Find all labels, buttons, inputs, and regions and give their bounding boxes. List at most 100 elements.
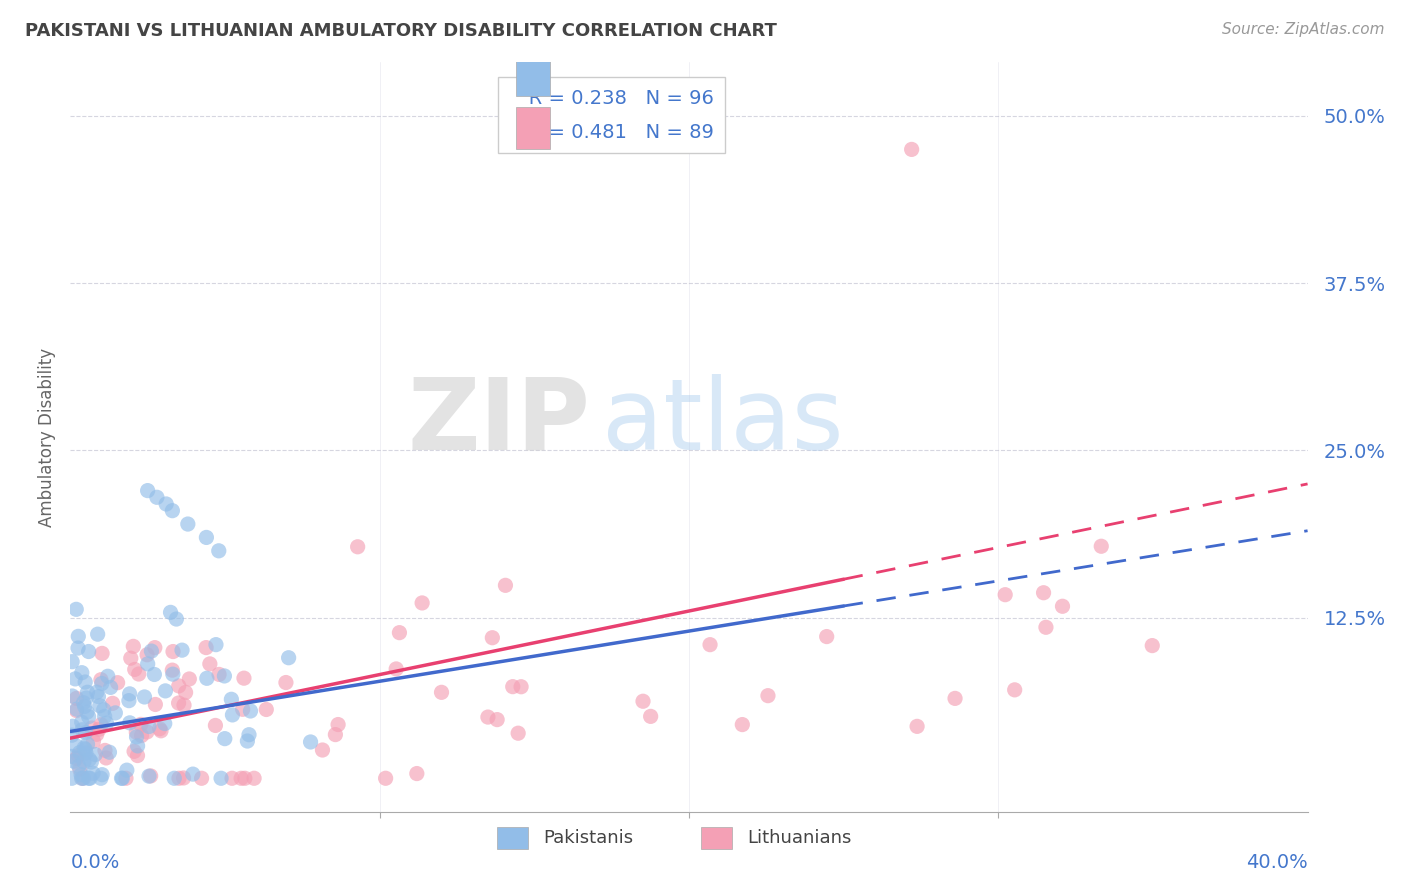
Point [70,665,93,680]
Point [65,691,87,706]
Point [325,728,347,742]
FancyBboxPatch shape [516,55,550,96]
Point [73,755,96,769]
Point [510,680,533,694]
Point [89,698,111,713]
Point [70,767,93,781]
Point [128,667,150,681]
Point [60,771,83,786]
Point [149,723,172,738]
Point [110,771,132,786]
Point [243,771,266,786]
Point [254,702,277,716]
Point [69,762,91,776]
Point [232,702,254,716]
Point [91,647,114,661]
Point [153,716,176,731]
Point [640,709,662,723]
Point [107,675,129,690]
Point [162,503,184,517]
Point [208,667,231,681]
Point [93,709,115,723]
Point [486,713,509,727]
Point [72,696,94,710]
Point [87,723,110,737]
Point [174,685,197,699]
Point [65,672,87,686]
Point [122,640,145,654]
Point [900,143,922,157]
Point [94,751,117,765]
Point [111,771,134,786]
Point [994,588,1017,602]
Point [167,696,190,710]
Point [179,672,201,686]
Point [91,767,114,781]
Point [494,578,516,592]
Point [162,644,184,658]
Text: atlas: atlas [602,374,844,471]
Point [198,657,221,671]
Point [60,689,83,703]
Point [70,771,93,786]
Point [430,685,453,699]
Point [76,685,98,699]
Point [221,692,243,706]
Point [94,743,117,757]
Point [1035,620,1057,634]
Point [385,662,408,676]
Point [97,669,120,683]
Point [239,704,262,718]
Point [326,717,349,731]
Point [66,702,89,716]
Point [134,690,156,704]
Point [115,763,138,777]
Point [155,684,177,698]
Point [1142,639,1164,653]
Point [173,698,195,713]
Point [149,722,172,736]
Point [143,698,166,712]
Point [221,771,243,786]
Point [209,771,232,786]
FancyBboxPatch shape [498,827,529,849]
Text: 40.0%: 40.0% [1246,853,1308,872]
Point [346,540,368,554]
Text: Pakistanis: Pakistanis [543,829,633,847]
Point [233,671,256,685]
Point [124,662,146,676]
Point [70,723,93,737]
Point [136,725,159,739]
Point [205,638,228,652]
Point [75,675,97,690]
Point [90,771,112,786]
Point [236,734,259,748]
Point [60,728,83,742]
Point [1090,539,1112,553]
Point [75,691,97,706]
Point [143,667,166,681]
Point [82,766,104,780]
Point [69,746,91,760]
Point [87,690,110,704]
Point [1004,682,1026,697]
Point [60,749,83,764]
Point [125,725,148,739]
Point [118,687,141,701]
Point [125,730,148,744]
Point [204,718,226,732]
Point [73,699,96,714]
Point [77,644,100,658]
Point [181,767,204,781]
Point [146,491,169,505]
Point [80,721,103,735]
Point [70,715,93,730]
Point [163,771,186,786]
Point [631,694,654,708]
Point [118,693,141,707]
Point [115,771,138,786]
Point [905,719,928,733]
Point [67,641,90,656]
Point [75,725,97,739]
Point [76,705,98,719]
